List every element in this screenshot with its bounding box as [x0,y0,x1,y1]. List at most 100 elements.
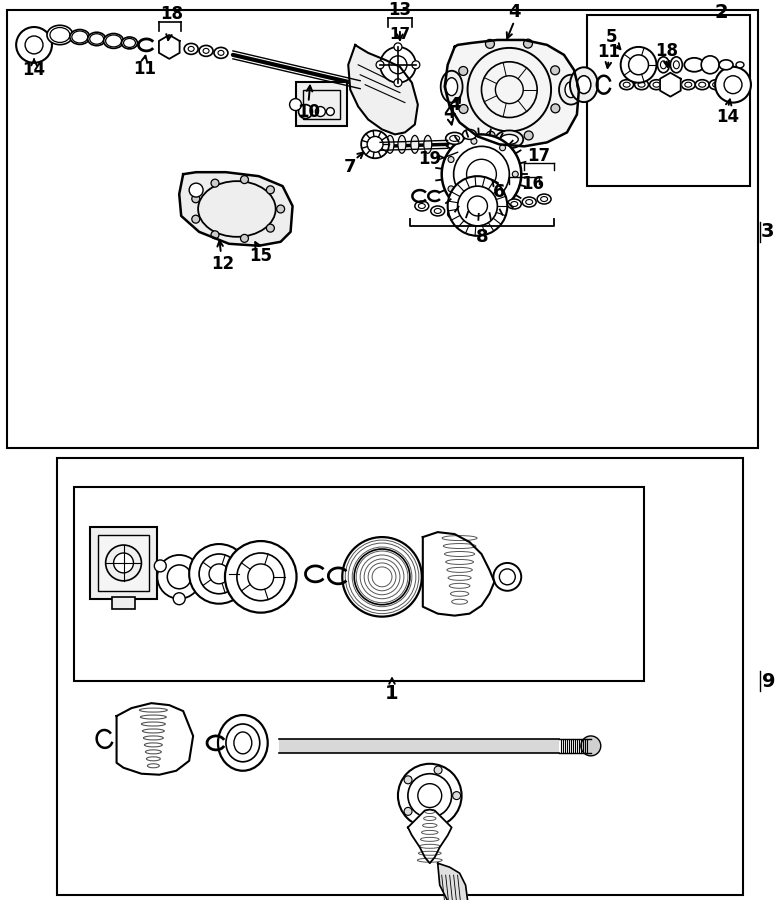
Ellipse shape [623,82,630,87]
Ellipse shape [90,33,104,44]
Circle shape [192,215,200,223]
Circle shape [105,545,141,580]
Ellipse shape [424,135,432,153]
Circle shape [495,76,523,104]
Circle shape [467,196,488,216]
Circle shape [621,47,657,83]
Ellipse shape [188,47,194,51]
Circle shape [394,78,402,86]
Text: 10: 10 [297,103,320,121]
Ellipse shape [418,203,425,209]
Circle shape [494,562,521,590]
Ellipse shape [511,202,518,206]
Polygon shape [116,703,193,775]
Circle shape [448,157,454,163]
Bar [57,457,743,895]
Bar [7,10,758,447]
Text: 17: 17 [527,148,551,166]
Circle shape [481,62,537,118]
Circle shape [418,784,441,807]
Text: 18: 18 [655,42,678,60]
Text: 4: 4 [448,95,461,113]
Text: 11: 11 [597,43,620,61]
Ellipse shape [541,196,548,202]
Polygon shape [423,532,495,616]
Ellipse shape [70,30,90,44]
Circle shape [629,55,648,75]
Text: 4: 4 [508,3,520,21]
Bar [74,488,644,681]
Ellipse shape [500,134,518,144]
Circle shape [211,230,219,238]
Text: 4: 4 [443,104,456,122]
Ellipse shape [709,80,723,90]
Ellipse shape [650,80,664,90]
Ellipse shape [681,80,695,90]
Circle shape [163,40,176,53]
Ellipse shape [411,135,419,153]
Ellipse shape [203,49,209,53]
Circle shape [467,48,551,131]
Ellipse shape [123,39,136,48]
Ellipse shape [570,68,597,102]
Ellipse shape [526,200,533,204]
Polygon shape [660,73,681,96]
Ellipse shape [87,32,105,46]
Ellipse shape [441,71,463,103]
Text: 18: 18 [160,5,183,23]
Polygon shape [159,35,179,58]
Text: 14: 14 [23,61,45,79]
Polygon shape [445,40,579,147]
Circle shape [499,198,505,203]
Ellipse shape [122,37,137,49]
Circle shape [299,104,313,119]
Text: 14: 14 [717,107,739,125]
Ellipse shape [537,194,551,204]
Circle shape [701,56,719,74]
Circle shape [486,131,495,140]
Ellipse shape [386,135,394,153]
Circle shape [524,131,534,140]
Bar [98,536,150,590]
Ellipse shape [673,61,679,68]
Ellipse shape [451,212,458,216]
Circle shape [724,76,742,94]
Ellipse shape [719,59,733,70]
Ellipse shape [713,82,720,87]
Ellipse shape [495,130,523,148]
Text: 11: 11 [133,59,156,77]
Ellipse shape [415,201,429,211]
Ellipse shape [214,48,228,58]
Circle shape [361,130,389,158]
Ellipse shape [463,130,477,140]
Circle shape [289,99,302,111]
Ellipse shape [199,45,213,57]
Circle shape [459,104,468,113]
Ellipse shape [695,80,709,90]
Circle shape [434,766,442,774]
Circle shape [367,137,383,152]
Ellipse shape [638,82,645,87]
Circle shape [277,205,285,213]
Circle shape [237,553,285,600]
Text: 2: 2 [714,3,728,22]
Circle shape [380,47,416,83]
Ellipse shape [104,33,123,49]
Ellipse shape [198,181,275,237]
Ellipse shape [736,62,744,68]
Circle shape [452,792,461,799]
Ellipse shape [445,77,458,95]
Text: 12: 12 [211,255,235,273]
Ellipse shape [50,28,70,42]
Ellipse shape [635,80,648,90]
Circle shape [471,204,477,210]
Circle shape [512,171,518,177]
Circle shape [412,61,420,68]
Ellipse shape [72,31,87,43]
Ellipse shape [565,82,577,97]
Ellipse shape [577,76,590,94]
Circle shape [199,554,239,594]
Circle shape [190,183,203,197]
Bar [90,527,158,598]
Text: 17: 17 [389,28,410,42]
